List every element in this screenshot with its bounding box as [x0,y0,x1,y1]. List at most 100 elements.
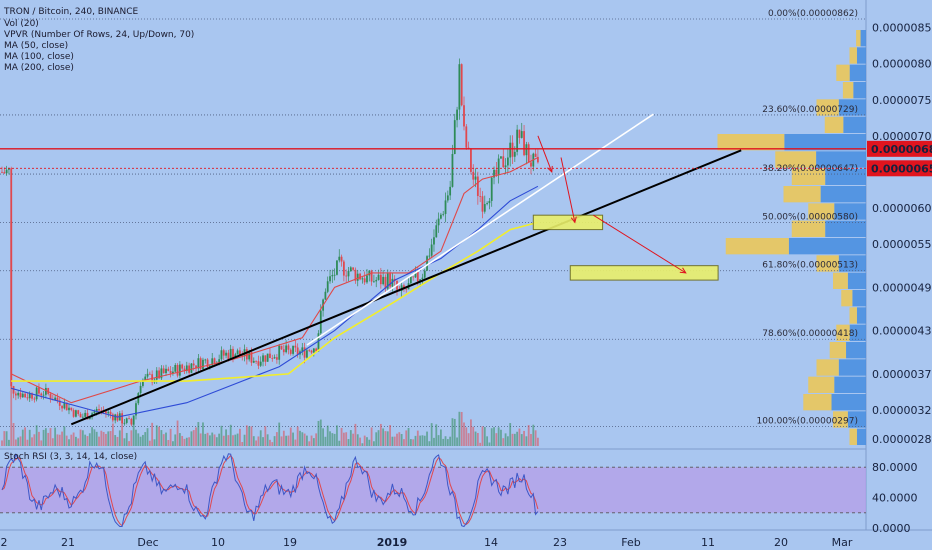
volume-bar [509,423,512,446]
volume-bar [500,429,502,446]
volume-bar [125,432,128,446]
candle-body [294,345,297,348]
volume-bar [446,439,449,446]
candle-body [176,365,179,376]
candle-body [333,274,336,276]
legend-indicator: MA (200, close) [4,63,74,73]
volume-bar [497,427,500,446]
volume-bar [460,411,463,446]
candle-body [178,364,181,376]
volume-bar [70,434,73,446]
volume-bar [502,438,505,446]
x-tick-label: 21 [61,536,75,549]
candle-body [137,393,140,404]
candle-body [421,277,424,280]
volume-bar [8,439,10,446]
candle-body [211,358,214,366]
volume-bar [255,440,257,446]
volume-bar [139,436,142,446]
stoch-tick-label: 40.0000 [872,492,918,505]
candle-body [146,373,149,377]
volume-bar [440,429,442,446]
candle-body [121,413,124,424]
volume-bar [430,423,433,446]
volume-bar [252,436,255,446]
candle-body [310,350,313,353]
vpvr-bar-up [825,220,866,237]
candle-body [389,273,391,287]
vpvr-bar-down [833,272,848,289]
candle-body [435,225,438,238]
volume-bar [379,423,382,446]
vpvr-bar-up [856,307,866,324]
y-tick-label: 0.00000750 [872,94,932,107]
candle-body [111,414,114,421]
volume-bar [483,427,486,446]
candle-body [123,422,126,424]
vpvr-bar-down [803,394,832,411]
volume-bar [227,435,230,446]
candle-body [185,365,188,371]
candle-body [174,365,177,372]
candle-body [33,398,36,400]
candle-body [419,279,422,282]
candle-body [363,278,366,283]
x-tick-label: 2 [1,536,8,549]
candle-body [306,350,308,358]
volume-bar [465,427,468,446]
candle-body [206,359,209,367]
volume-bar [31,437,33,446]
volume-bar [419,435,422,446]
candle-body [144,376,147,380]
volume-bar [412,439,415,446]
candle-body [303,347,306,358]
volume-bar [433,437,435,446]
volume-bar [259,430,262,446]
volume-bar [12,423,15,446]
volume-bar [33,434,36,446]
candle-body [54,397,57,401]
volume-bar [317,420,320,446]
legend-indicator: Vol (20) [4,19,39,29]
candle-body [259,361,262,366]
y-tick-label: 0.00000320 [872,404,932,417]
volume-bar [93,429,96,446]
fibonacci-label: 78.60%(0.00000418) [762,329,858,339]
candle-body [384,276,387,289]
candle-body [100,410,103,412]
volume-bar [456,437,458,446]
volume-bar [213,434,216,446]
candle-body [128,418,130,420]
candle-body [239,350,241,356]
candle-body [282,349,285,353]
volume-bar [437,435,440,446]
volume-bar [534,430,537,446]
volume-bar [340,427,343,446]
volume-bar [128,441,130,446]
volume-bar [449,436,452,446]
volume-bar [248,426,251,446]
candle-body [479,195,482,197]
candle-body [222,350,225,356]
volume-bar [234,434,237,446]
volume-bar [21,429,24,446]
volume-bar [308,441,311,446]
vpvr-bar-down [791,220,826,237]
volume-bar [197,422,200,446]
volume-bar [444,436,447,446]
candle-body [379,274,382,285]
vpvr-bar-up [860,30,866,47]
volume-bar [423,435,426,446]
candle-body [428,255,431,257]
volume-bar [79,429,82,446]
volume-bar [167,440,170,446]
vpvr-bar-up [816,151,866,168]
volume-bar [209,435,211,446]
vpvr-bar-up [846,342,866,359]
candle-body [135,403,137,416]
candle-body [181,364,184,369]
candle-body [3,172,6,174]
candle-body [414,271,417,278]
candle-body [405,288,408,290]
